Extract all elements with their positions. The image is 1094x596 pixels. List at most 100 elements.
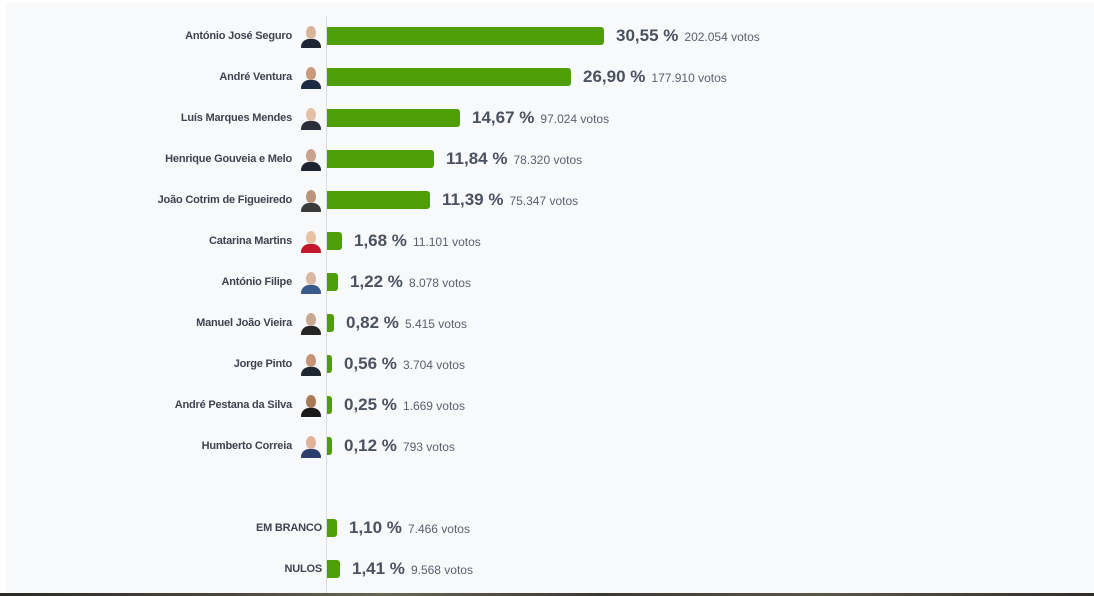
percentage-value: 11,84 %: [446, 149, 508, 168]
avatar-body: [301, 367, 321, 376]
avatar-head: [306, 190, 316, 203]
avatar-head: [306, 272, 316, 285]
avatar-head: [306, 231, 316, 244]
candidate-avatar: [300, 434, 322, 458]
votes-count: 202.054 votos: [684, 30, 760, 44]
percentage-value: 0,12 %: [344, 436, 397, 455]
avatar-head: [306, 67, 316, 80]
avatar-head: [306, 149, 316, 162]
candidate-avatar: [300, 270, 322, 294]
candidate-name: António José Seguro: [185, 30, 292, 42]
percentage-value: 1,22 %: [350, 272, 403, 291]
votes-count: 1.669 votos: [402, 399, 465, 413]
candidate-avatar: [300, 106, 322, 130]
candidate-name: Manuel João Vieira: [196, 317, 292, 329]
candidate-avatar: [300, 352, 322, 376]
result-bar: [327, 27, 604, 45]
percentage-label: 0,12 % 793 votos: [344, 428, 455, 464]
votes-count: 8.078 votos: [408, 276, 471, 290]
other-votes-row: NULOS 1,41 % 9.568 votos: [0, 551, 1094, 587]
votes-count: 97.024 votos: [540, 112, 610, 126]
result-bar: [327, 396, 332, 414]
avatar-head: [306, 313, 316, 326]
avatar-body: [301, 408, 321, 417]
candidate-name: Luís Marques Mendes: [180, 112, 292, 124]
percentage-label: 1,41 % 9.568 votos: [352, 551, 473, 587]
percentage-label: 1,22 % 8.078 votos: [350, 264, 471, 300]
votes-count: 3.704 votos: [402, 358, 465, 372]
result-bar: [327, 68, 571, 86]
percentage-label: 0,82 % 5.415 votos: [346, 305, 467, 341]
candidate-row: António Filipe 1,22 % 8.078 votos: [0, 264, 1094, 300]
percentage-value: 0,82 %: [346, 313, 399, 332]
avatar-head: [306, 108, 316, 121]
votes-count: 793 votos: [402, 440, 455, 454]
percentage-value: 0,25 %: [344, 395, 397, 414]
avatar-head: [306, 354, 316, 367]
category-name: EM BRANCO: [255, 522, 322, 534]
candidate-avatar: [300, 24, 322, 48]
candidate-avatar: [300, 229, 322, 253]
chart-axis-line: [326, 16, 327, 593]
category-name: NULOS: [284, 563, 322, 575]
percentage-label: 11,84 % 78.320 votos: [446, 141, 582, 177]
percentage-label: 0,25 % 1.669 votos: [344, 387, 465, 423]
percentage-value: 1,68 %: [354, 231, 407, 250]
candidate-row: André Pestana da Silva 0,25 % 1.669 votos: [0, 387, 1094, 423]
candidate-avatar: [300, 188, 322, 212]
candidate-avatar: [300, 65, 322, 89]
candidate-avatar: [300, 311, 322, 335]
candidate-name: António Filipe: [221, 276, 292, 288]
candidate-row: Luís Marques Mendes 14,67 % 97.024 votos: [0, 100, 1094, 136]
votes-count: 7.466 votos: [407, 522, 470, 536]
avatar-body: [301, 121, 321, 130]
percentage-value: 1,10 %: [349, 518, 402, 537]
percentage-value: 26,90 %: [583, 67, 646, 86]
avatar-body: [301, 285, 321, 294]
result-bar: [327, 437, 332, 455]
other-votes-row: EM BRANCO 1,10 % 7.466 votos: [0, 510, 1094, 546]
candidate-row: Henrique Gouveia e Melo 11,84 % 78.320 vot…: [0, 141, 1094, 177]
votes-count: 11.101 votos: [412, 235, 481, 249]
result-bar: [327, 232, 342, 250]
percentage-label: 14,67 % 97.024 votos: [472, 100, 609, 136]
candidate-name: André Pestana da Silva: [174, 399, 292, 411]
candidate-row: André Ventura 26,90 % 177.910 votos: [0, 59, 1094, 95]
percentage-label: 0,56 % 3.704 votos: [344, 346, 465, 382]
result-bar: [327, 150, 434, 168]
candidate-name: André Ventura: [219, 71, 292, 83]
candidate-avatar: [300, 147, 322, 171]
candidate-name: João Cotrim de Figueiredo: [157, 194, 293, 206]
result-bar: [327, 560, 340, 578]
result-bar: [327, 109, 460, 127]
avatar-head: [306, 436, 316, 449]
avatar-body: [301, 162, 321, 171]
result-bar: [327, 314, 334, 332]
background-photo-strip: [0, 593, 1094, 596]
avatar-head: [306, 395, 316, 408]
votes-count: 78.320 votos: [513, 153, 583, 167]
candidate-row: António José Seguro 30,55 % 202.054 votos: [0, 18, 1094, 54]
avatar-body: [301, 80, 321, 89]
avatar-body: [301, 39, 321, 48]
percentage-label: 1,10 % 7.466 votos: [349, 510, 470, 546]
candidate-row: Catarina Martins 1,68 % 11.101 votos: [0, 223, 1094, 259]
percentage-label: 11,39 % 75.347 votos: [442, 182, 578, 218]
avatar-body: [301, 203, 321, 212]
avatar-body: [301, 244, 321, 253]
percentage-value: 0,56 %: [344, 354, 397, 373]
percentage-label: 26,90 % 177.910 votos: [583, 59, 727, 95]
candidate-row: Manuel João Vieira 0,82 % 5.415 votos: [0, 305, 1094, 341]
avatar-body: [301, 449, 321, 458]
avatar-head: [306, 26, 316, 39]
results-panel: [6, 3, 1094, 593]
percentage-label: 1,68 % 11.101 votos: [354, 223, 481, 259]
percentage-label: 30,55 % 202.054 votos: [616, 18, 760, 54]
candidate-name: Henrique Gouveia e Melo: [165, 153, 292, 165]
votes-count: 5.415 votos: [404, 317, 467, 331]
percentage-value: 11,39 %: [442, 190, 504, 209]
result-bar: [327, 191, 430, 209]
candidate-row: Humberto Correia 0,12 % 793 votos: [0, 428, 1094, 464]
percentage-value: 1,41 %: [352, 559, 405, 578]
candidate-name: Catarina Martins: [209, 235, 292, 247]
